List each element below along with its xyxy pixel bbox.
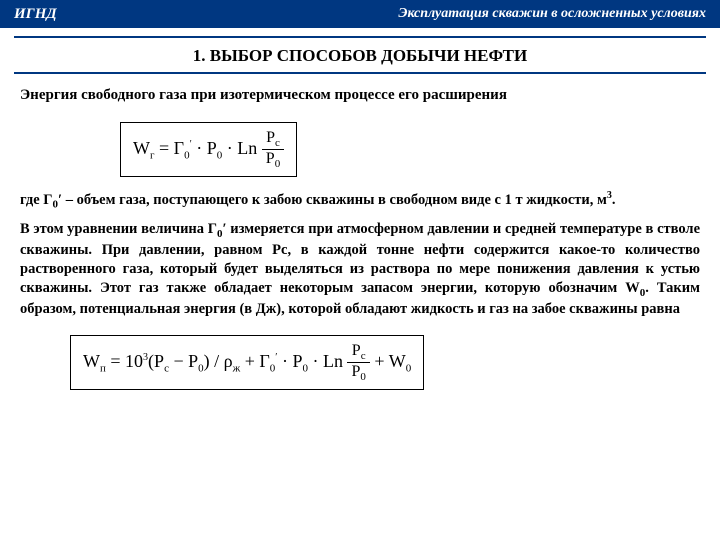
f2-num: Pc bbox=[347, 342, 369, 363]
para-main: В этом уравнении величина Г0′ измеряется… bbox=[20, 220, 700, 319]
f1-den-p: P bbox=[266, 150, 275, 167]
f2-eq3: − P bbox=[169, 351, 198, 371]
p2c: . bbox=[612, 192, 616, 208]
f2-frac: PcP0 bbox=[347, 342, 369, 383]
f2-eq5: + Г bbox=[240, 351, 270, 371]
para-intro: Энергия свободного газа при изотермическ… bbox=[20, 86, 700, 106]
f1-frac: PcP0 bbox=[262, 129, 284, 170]
para-where: где Г0′ – объем газа, поступающего к заб… bbox=[20, 189, 700, 212]
formula-1-wrapper: Wг = Г0′ · P0 · Ln PcP0 bbox=[20, 114, 700, 189]
f1-eq: = Г bbox=[155, 137, 185, 157]
f2-eq6: · P bbox=[277, 351, 302, 371]
p2a: где Г bbox=[20, 192, 52, 208]
content-area: Энергия свободного газа при изотермическ… bbox=[0, 86, 720, 402]
p3a: В этом уравнении величина Г bbox=[20, 221, 217, 237]
p2b: – объем газа, поступающего к забою скваж… bbox=[62, 192, 607, 208]
header-left: ИГНД bbox=[14, 6, 57, 23]
f1-mid: · P bbox=[192, 137, 217, 157]
f2-num-sub: c bbox=[361, 350, 366, 362]
header-right: Эксплуатация скважин в осложненных услов… bbox=[398, 6, 706, 22]
f1-g-sub: 0 bbox=[184, 149, 190, 161]
formula-2: Wп = 103(Pc − P0) / ρж + Г0′ · P0 · Ln P… bbox=[70, 335, 424, 390]
f2-eq8: + W bbox=[370, 351, 406, 371]
f2-g-sub: 0 bbox=[270, 362, 276, 374]
page-title: 1. ВЫБОР СПОСОБОВ ДОБЫЧИ НЕФТИ bbox=[0, 38, 720, 72]
f1-num: Pc bbox=[262, 129, 284, 150]
f1-ln: · Ln bbox=[222, 137, 262, 157]
f1-lhs: W bbox=[133, 137, 150, 157]
f2-eq7: · Ln bbox=[308, 351, 348, 371]
formula-2-wrapper: Wп = 103(Pc − P0) / ρж + Г0′ · P0 · Ln P… bbox=[20, 327, 700, 402]
f2-eq1: = 10 bbox=[106, 351, 143, 371]
f1-num-p: P bbox=[266, 129, 275, 146]
f2-den-sub: 0 bbox=[360, 371, 366, 383]
header-bar: ИГНД Эксплуатация скважин в осложненных … bbox=[0, 0, 720, 28]
f1-den: P0 bbox=[262, 150, 284, 170]
f2-eq2: (P bbox=[148, 351, 164, 371]
f1-den-sub: 0 bbox=[275, 158, 281, 170]
f2-eq4: ) / ρ bbox=[204, 351, 233, 371]
f1-num-sub: c bbox=[275, 137, 280, 149]
divider-title bbox=[14, 72, 706, 74]
f2-lhs: W bbox=[83, 351, 100, 371]
formula-1: Wг = Г0′ · P0 · Ln PcP0 bbox=[120, 122, 297, 177]
f2-num-p: P bbox=[352, 342, 361, 359]
f2-den: P0 bbox=[347, 363, 369, 383]
f2-w-sub: 0 bbox=[406, 362, 412, 374]
